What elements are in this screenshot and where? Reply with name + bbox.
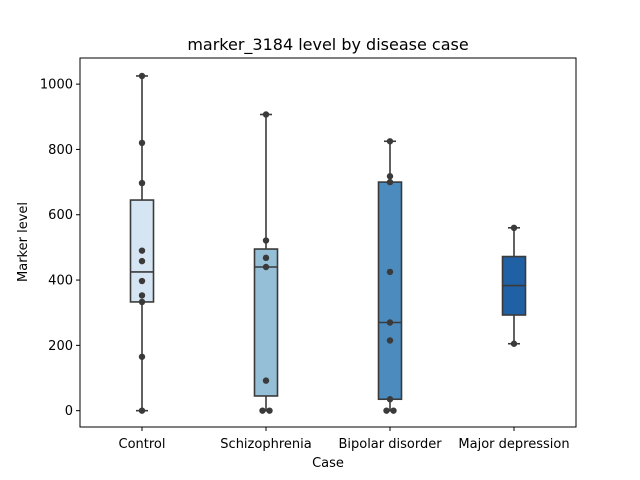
data-point <box>386 319 394 326</box>
data-point <box>138 407 146 414</box>
data-point <box>138 277 146 285</box>
data-point <box>510 224 518 232</box>
plot-area <box>129 72 527 414</box>
y-tick-label: 800 <box>48 143 73 158</box>
y-tick-label: 600 <box>48 208 73 223</box>
box-group-schizophrenia <box>253 111 279 414</box>
y-tick-label: 1000 <box>40 78 73 93</box>
box-group-control <box>129 72 155 414</box>
data-point <box>138 298 146 306</box>
y-axis-label: Marker level <box>16 202 31 282</box>
data-point <box>138 72 146 80</box>
data-point <box>386 138 394 145</box>
box <box>253 248 279 397</box>
data-point <box>138 139 146 147</box>
data-point <box>262 377 270 384</box>
x-tick-label: Schizophrenia <box>220 437 311 452</box>
y-tick-label: 200 <box>48 339 73 354</box>
data-point <box>383 407 390 414</box>
data-point <box>510 340 518 347</box>
data-point <box>138 179 146 187</box>
box-group-major-depression <box>501 224 527 347</box>
data-point <box>259 407 266 414</box>
axes: 0 200 400 600 800 1000 Control Schizophrenia Bip… <box>40 78 570 452</box>
data-point <box>262 111 270 118</box>
x-tick-label: Major depression <box>458 437 569 452</box>
data-point <box>138 247 146 254</box>
data-point <box>386 396 394 403</box>
data-point <box>386 173 394 180</box>
data-point <box>262 263 270 271</box>
data-point <box>262 254 270 262</box>
data-point <box>386 268 394 276</box>
y-tick-label: 400 <box>48 274 73 289</box>
plot-frame <box>79 57 577 428</box>
data-point <box>262 237 270 244</box>
data-point <box>386 337 394 344</box>
y-tick-label: 0 <box>65 404 73 419</box>
x-tick-label: Bipolar disorder <box>338 437 442 452</box>
x-tick-label: Control <box>119 437 166 452</box>
chart-title: marker_3184 level by disease case <box>187 35 468 55</box>
box <box>377 181 403 401</box>
data-point <box>138 292 146 299</box>
data-point <box>386 178 394 186</box>
data-point <box>138 257 146 265</box>
data-point <box>266 407 273 414</box>
data-point <box>390 407 397 414</box>
data-point <box>138 353 146 360</box>
x-axis-label: Case <box>312 456 344 471</box>
box-group-bipolar-disorder <box>377 138 403 414</box>
